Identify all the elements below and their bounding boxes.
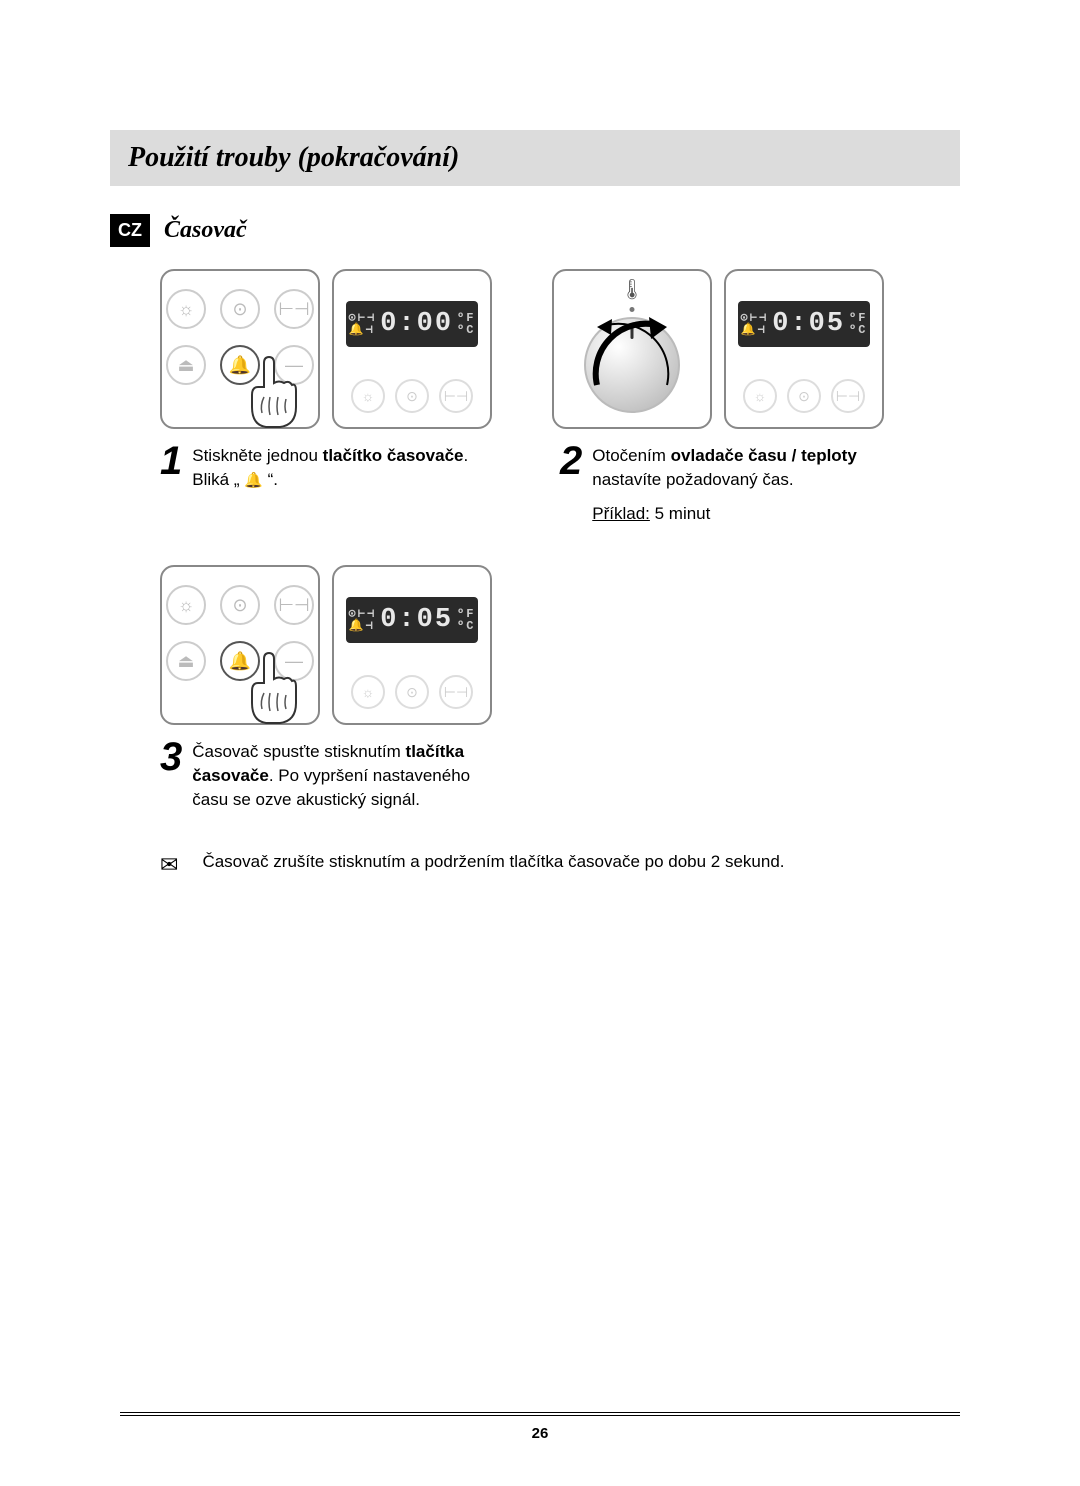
step-text-row-1: 1 Stiskněte jednou tlačítko časovače. Bl… xyxy=(160,441,960,525)
timer-icon: ⊢⊣ xyxy=(274,289,314,329)
timer-icon: ⊢⊣ xyxy=(274,585,314,625)
dial-knob xyxy=(584,317,680,413)
lock-icon: ⏏ xyxy=(166,345,206,385)
timer-icon: ⊢⊣ xyxy=(439,379,473,413)
thermometer-icon: 🌡 xyxy=(619,277,644,302)
digital-display: ⊙⊢⊣🔔⊣ 0:00 ºFºC xyxy=(346,301,478,347)
clock-icon: ⊙ xyxy=(787,379,821,413)
digital-display: ⊙⊢⊣🔔⊣ 0:05 ºFºC xyxy=(738,301,870,347)
page-number: 26 xyxy=(0,1425,1080,1442)
display-panel-step3: ⊙⊢⊣🔔⊣ 0:05 ºFºC ☼ ⊙ ⊢⊣ xyxy=(332,565,492,725)
display-value: 0:00 xyxy=(380,309,453,339)
display-clock-icon: ⊙⊢⊣🔔⊣ xyxy=(349,312,377,336)
note-text: Časovač zrušíte stisknutím a podržením t… xyxy=(202,852,784,876)
page-title: Použití trouby (pokračování) xyxy=(128,142,459,173)
step-body: Stiskněte jednou tlačítko časovače. Blik… xyxy=(192,444,500,525)
lang-badge: CZ xyxy=(110,214,150,247)
display-unit-icon: ºFºC xyxy=(457,608,475,632)
subheader: CZ Časovač xyxy=(110,214,960,247)
light-icon: ☼ xyxy=(351,675,385,709)
light-icon: ☼ xyxy=(166,289,206,329)
envelope-icon: ✉ xyxy=(160,854,178,876)
subtitle: Časovač xyxy=(164,217,247,244)
dial-dot xyxy=(630,307,635,312)
display-value: 0:05 xyxy=(772,309,845,339)
step-number: 2 xyxy=(560,441,582,525)
note: ✉ Časovač zrušíte stisknutím a podržením… xyxy=(160,852,960,876)
display-panel-step2: ⊙⊢⊣🔔⊣ 0:05 ºFºC ☼ ⊙ ⊢⊣ xyxy=(724,269,884,429)
digital-display: ⊙⊢⊣🔔⊣ 0:05 ºFºC xyxy=(346,597,478,643)
step2-text: 2 Otočením ovladače času / teploty nasta… xyxy=(560,441,900,525)
hand-icon xyxy=(244,355,300,430)
step-number: 3 xyxy=(160,737,182,811)
step-text-row-2: 3 Časovač spusťte stisknutím tlačítka ča… xyxy=(160,737,960,811)
example-label: Příklad: xyxy=(592,504,650,523)
clock-icon: ⊙ xyxy=(220,289,260,329)
step3-illus: ☼ ⊙ ⊢⊣ ⏏ 🔔 — ⊙⊢⊣🔔⊣ xyxy=(160,565,492,725)
light-icon: ☼ xyxy=(743,379,777,413)
display-unit-icon: ºFºC xyxy=(849,312,867,336)
light-icon: ☼ xyxy=(351,379,385,413)
display-clock-icon: ⊙⊢⊣🔔⊣ xyxy=(349,608,377,632)
button-panel-step1: ☼ ⊙ ⊢⊣ ⏏ 🔔 — xyxy=(160,269,320,429)
clock-icon: ⊙ xyxy=(395,379,429,413)
bell-icon: 🔔 xyxy=(244,472,263,489)
hand-icon xyxy=(244,651,300,726)
timer-icon: ⊢⊣ xyxy=(439,675,473,709)
display-value: 0:05 xyxy=(380,605,453,635)
light-icon: ☼ xyxy=(166,585,206,625)
title-bar: Použití trouby (pokračování) xyxy=(110,130,960,186)
button-panel-step3: ☼ ⊙ ⊢⊣ ⏏ 🔔 — xyxy=(160,565,320,725)
step1-illus: ☼ ⊙ ⊢⊣ ⏏ 🔔 — ⊙⊢⊣🔔⊣ xyxy=(160,269,492,429)
display-clock-icon: ⊙⊢⊣🔔⊣ xyxy=(741,312,769,336)
illus-row-2: ☼ ⊙ ⊢⊣ ⏏ 🔔 — ⊙⊢⊣🔔⊣ xyxy=(160,565,960,725)
clock-icon: ⊙ xyxy=(395,675,429,709)
step1-text: 1 Stiskněte jednou tlačítko časovače. Bl… xyxy=(160,441,500,525)
display-panel-step1: ⊙⊢⊣🔔⊣ 0:00 ºFºC ☼ ⊙ ⊢⊣ xyxy=(332,269,492,429)
dial-panel: 🌡 xyxy=(552,269,712,429)
step-body: Časovač spusťte stisknutím tlačítka časo… xyxy=(192,740,500,811)
step2-illus: 🌡 ⊙⊢⊣🔔⊣ 0:05 ºFºC xyxy=(552,269,884,429)
step3-text: 3 Časovač spusťte stisknutím tlačítka ča… xyxy=(160,737,500,811)
illus-row-1: ☼ ⊙ ⊢⊣ ⏏ 🔔 — ⊙⊢⊣🔔⊣ xyxy=(160,269,960,429)
step-number: 1 xyxy=(160,441,182,525)
footer-rule xyxy=(120,1412,960,1416)
lock-icon: ⏏ xyxy=(166,641,206,681)
step-body: Otočením ovladače času / teploty nastaví… xyxy=(592,444,900,525)
clock-icon: ⊙ xyxy=(220,585,260,625)
timer-icon: ⊢⊣ xyxy=(831,379,865,413)
display-unit-icon: ºFºC xyxy=(457,312,475,336)
